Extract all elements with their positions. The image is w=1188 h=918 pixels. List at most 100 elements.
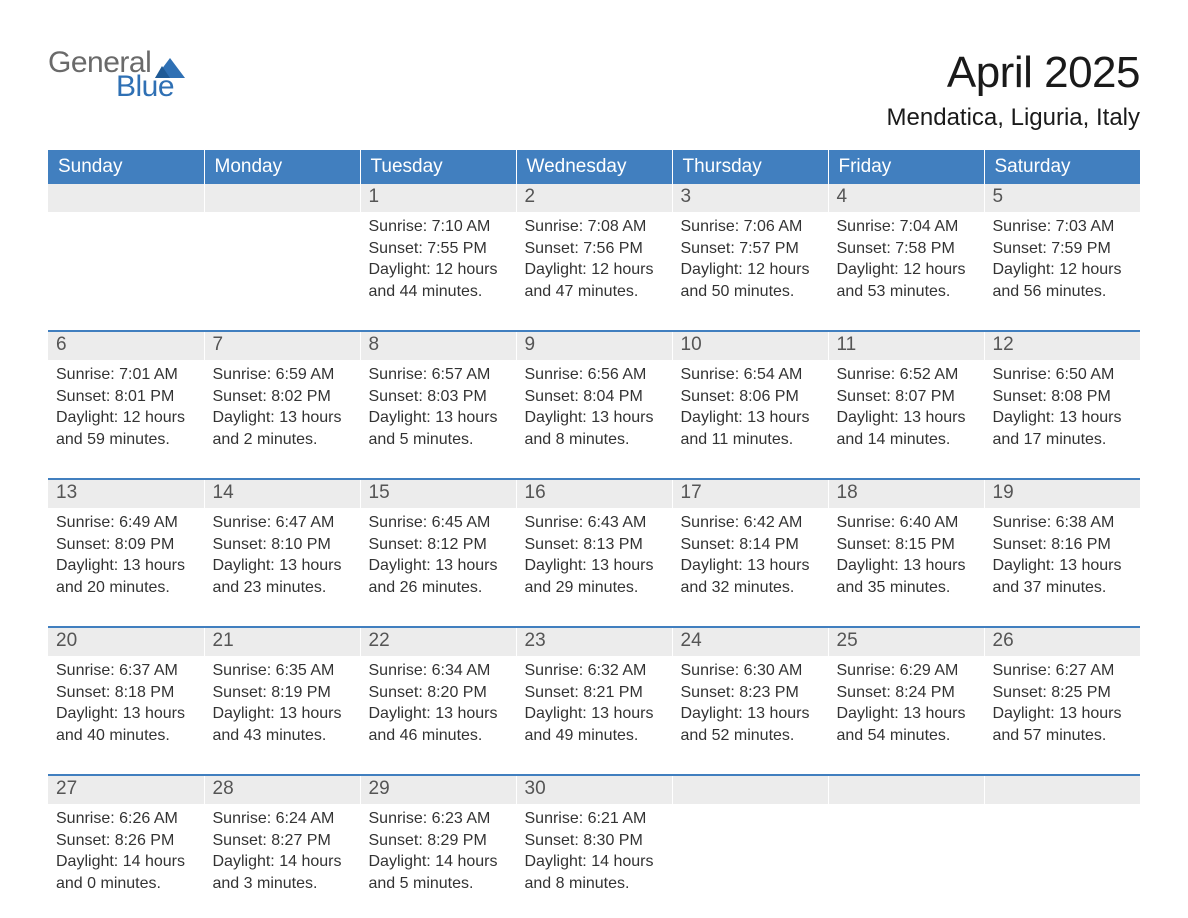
dow-friday: Friday (828, 150, 984, 184)
day-number (985, 776, 1141, 804)
day-dl1: Daylight: 12 hours (56, 407, 196, 429)
day-number: 4 (829, 184, 984, 212)
day-sunset: Sunset: 8:20 PM (369, 682, 508, 704)
day-cell: 6Sunrise: 7:01 AMSunset: 8:01 PMDaylight… (48, 331, 204, 464)
day-number: 30 (517, 776, 672, 804)
day-dl1: Daylight: 13 hours (837, 703, 976, 725)
day-sunrise: Sunrise: 6:52 AM (837, 364, 976, 386)
day-dl1: Daylight: 12 hours (993, 259, 1133, 281)
day-sunset: Sunset: 7:57 PM (681, 238, 820, 260)
day-dl1: Daylight: 13 hours (525, 703, 664, 725)
day-cell: 10Sunrise: 6:54 AMSunset: 8:06 PMDayligh… (672, 331, 828, 464)
day-dl2: and 59 minutes. (56, 429, 196, 451)
title-block: April 2025 Mendatica, Liguria, Italy (887, 48, 1140, 132)
day-body: Sunrise: 7:08 AMSunset: 7:56 PMDaylight:… (517, 212, 672, 316)
day-sunset: Sunset: 8:15 PM (837, 534, 976, 556)
day-body (829, 804, 984, 908)
day-body (205, 212, 360, 316)
day-number (205, 184, 360, 212)
day-body (985, 804, 1141, 908)
day-body: Sunrise: 6:30 AMSunset: 8:23 PMDaylight:… (673, 656, 828, 760)
day-number: 11 (829, 332, 984, 360)
day-cell: 18Sunrise: 6:40 AMSunset: 8:15 PMDayligh… (828, 479, 984, 612)
day-body: Sunrise: 6:56 AMSunset: 8:04 PMDaylight:… (517, 360, 672, 464)
day-sunset: Sunset: 7:59 PM (993, 238, 1133, 260)
spacer-row (48, 464, 1140, 479)
day-number: 25 (829, 628, 984, 656)
day-cell: 1Sunrise: 7:10 AMSunset: 7:55 PMDaylight… (360, 184, 516, 316)
dow-tuesday: Tuesday (360, 150, 516, 184)
day-body: Sunrise: 6:38 AMSunset: 8:16 PMDaylight:… (985, 508, 1141, 612)
day-dl2: and 11 minutes. (681, 429, 820, 451)
day-sunrise: Sunrise: 7:10 AM (369, 216, 508, 238)
day-sunset: Sunset: 8:23 PM (681, 682, 820, 704)
week-row: 13Sunrise: 6:49 AMSunset: 8:09 PMDayligh… (48, 479, 1140, 612)
day-number: 5 (985, 184, 1141, 212)
day-dl1: Daylight: 13 hours (56, 703, 196, 725)
day-dl1: Daylight: 13 hours (369, 407, 508, 429)
day-number: 6 (48, 332, 204, 360)
calendar-header-row: Sunday Monday Tuesday Wednesday Thursday… (48, 150, 1140, 184)
dow-monday: Monday (204, 150, 360, 184)
day-body: Sunrise: 7:06 AMSunset: 7:57 PMDaylight:… (673, 212, 828, 316)
day-body: Sunrise: 6:43 AMSunset: 8:13 PMDaylight:… (517, 508, 672, 612)
day-cell: 8Sunrise: 6:57 AMSunset: 8:03 PMDaylight… (360, 331, 516, 464)
day-cell: 29Sunrise: 6:23 AMSunset: 8:29 PMDayligh… (360, 775, 516, 908)
day-dl1: Daylight: 13 hours (213, 555, 352, 577)
day-body: Sunrise: 6:49 AMSunset: 8:09 PMDaylight:… (48, 508, 204, 612)
day-sunset: Sunset: 8:09 PM (56, 534, 196, 556)
day-body: Sunrise: 6:45 AMSunset: 8:12 PMDaylight:… (361, 508, 516, 612)
day-sunrise: Sunrise: 6:29 AM (837, 660, 976, 682)
day-number: 7 (205, 332, 360, 360)
day-number: 13 (48, 480, 204, 508)
day-dl2: and 50 minutes. (681, 281, 820, 303)
day-dl2: and 5 minutes. (369, 873, 508, 895)
day-body: Sunrise: 6:47 AMSunset: 8:10 PMDaylight:… (205, 508, 360, 612)
day-dl2: and 32 minutes. (681, 577, 820, 599)
calendar-table: Sunday Monday Tuesday Wednesday Thursday… (48, 150, 1140, 908)
day-sunrise: Sunrise: 6:32 AM (525, 660, 664, 682)
day-cell: 9Sunrise: 6:56 AMSunset: 8:04 PMDaylight… (516, 331, 672, 464)
day-dl1: Daylight: 13 hours (213, 407, 352, 429)
day-dl1: Daylight: 13 hours (56, 555, 196, 577)
day-sunrise: Sunrise: 7:01 AM (56, 364, 196, 386)
day-dl1: Daylight: 14 hours (525, 851, 664, 873)
day-sunrise: Sunrise: 6:37 AM (56, 660, 196, 682)
day-body: Sunrise: 6:21 AMSunset: 8:30 PMDaylight:… (517, 804, 672, 908)
day-sunrise: Sunrise: 6:27 AM (993, 660, 1133, 682)
day-dl2: and 0 minutes. (56, 873, 196, 895)
day-sunset: Sunset: 8:18 PM (56, 682, 196, 704)
day-number: 15 (361, 480, 516, 508)
day-number: 23 (517, 628, 672, 656)
day-sunrise: Sunrise: 6:54 AM (681, 364, 820, 386)
day-dl2: and 2 minutes. (213, 429, 352, 451)
spacer-row (48, 760, 1140, 775)
day-cell: 25Sunrise: 6:29 AMSunset: 8:24 PMDayligh… (828, 627, 984, 760)
day-dl2: and 40 minutes. (56, 725, 196, 747)
day-number: 10 (673, 332, 828, 360)
day-dl1: Daylight: 13 hours (525, 407, 664, 429)
topbar: General Blue April 2025 Mendatica, Ligur… (48, 48, 1140, 132)
day-body: Sunrise: 6:42 AMSunset: 8:14 PMDaylight:… (673, 508, 828, 612)
day-number: 26 (985, 628, 1141, 656)
day-cell: 22Sunrise: 6:34 AMSunset: 8:20 PMDayligh… (360, 627, 516, 760)
day-dl2: and 20 minutes. (56, 577, 196, 599)
day-cell (984, 775, 1140, 908)
calendar-page: General Blue April 2025 Mendatica, Ligur… (0, 0, 1188, 918)
day-number: 14 (205, 480, 360, 508)
day-body: Sunrise: 6:40 AMSunset: 8:15 PMDaylight:… (829, 508, 984, 612)
month-title: April 2025 (887, 48, 1140, 98)
day-cell: 13Sunrise: 6:49 AMSunset: 8:09 PMDayligh… (48, 479, 204, 612)
day-sunrise: Sunrise: 6:21 AM (525, 808, 664, 830)
day-cell: 24Sunrise: 6:30 AMSunset: 8:23 PMDayligh… (672, 627, 828, 760)
day-cell: 14Sunrise: 6:47 AMSunset: 8:10 PMDayligh… (204, 479, 360, 612)
location-text: Mendatica, Liguria, Italy (887, 104, 1140, 132)
day-dl1: Daylight: 13 hours (369, 703, 508, 725)
day-number: 29 (361, 776, 516, 804)
day-body: Sunrise: 6:54 AMSunset: 8:06 PMDaylight:… (673, 360, 828, 464)
day-number: 18 (829, 480, 984, 508)
day-dl2: and 47 minutes. (525, 281, 664, 303)
day-sunset: Sunset: 8:04 PM (525, 386, 664, 408)
day-dl1: Daylight: 13 hours (681, 407, 820, 429)
day-body: Sunrise: 7:01 AMSunset: 8:01 PMDaylight:… (48, 360, 204, 464)
